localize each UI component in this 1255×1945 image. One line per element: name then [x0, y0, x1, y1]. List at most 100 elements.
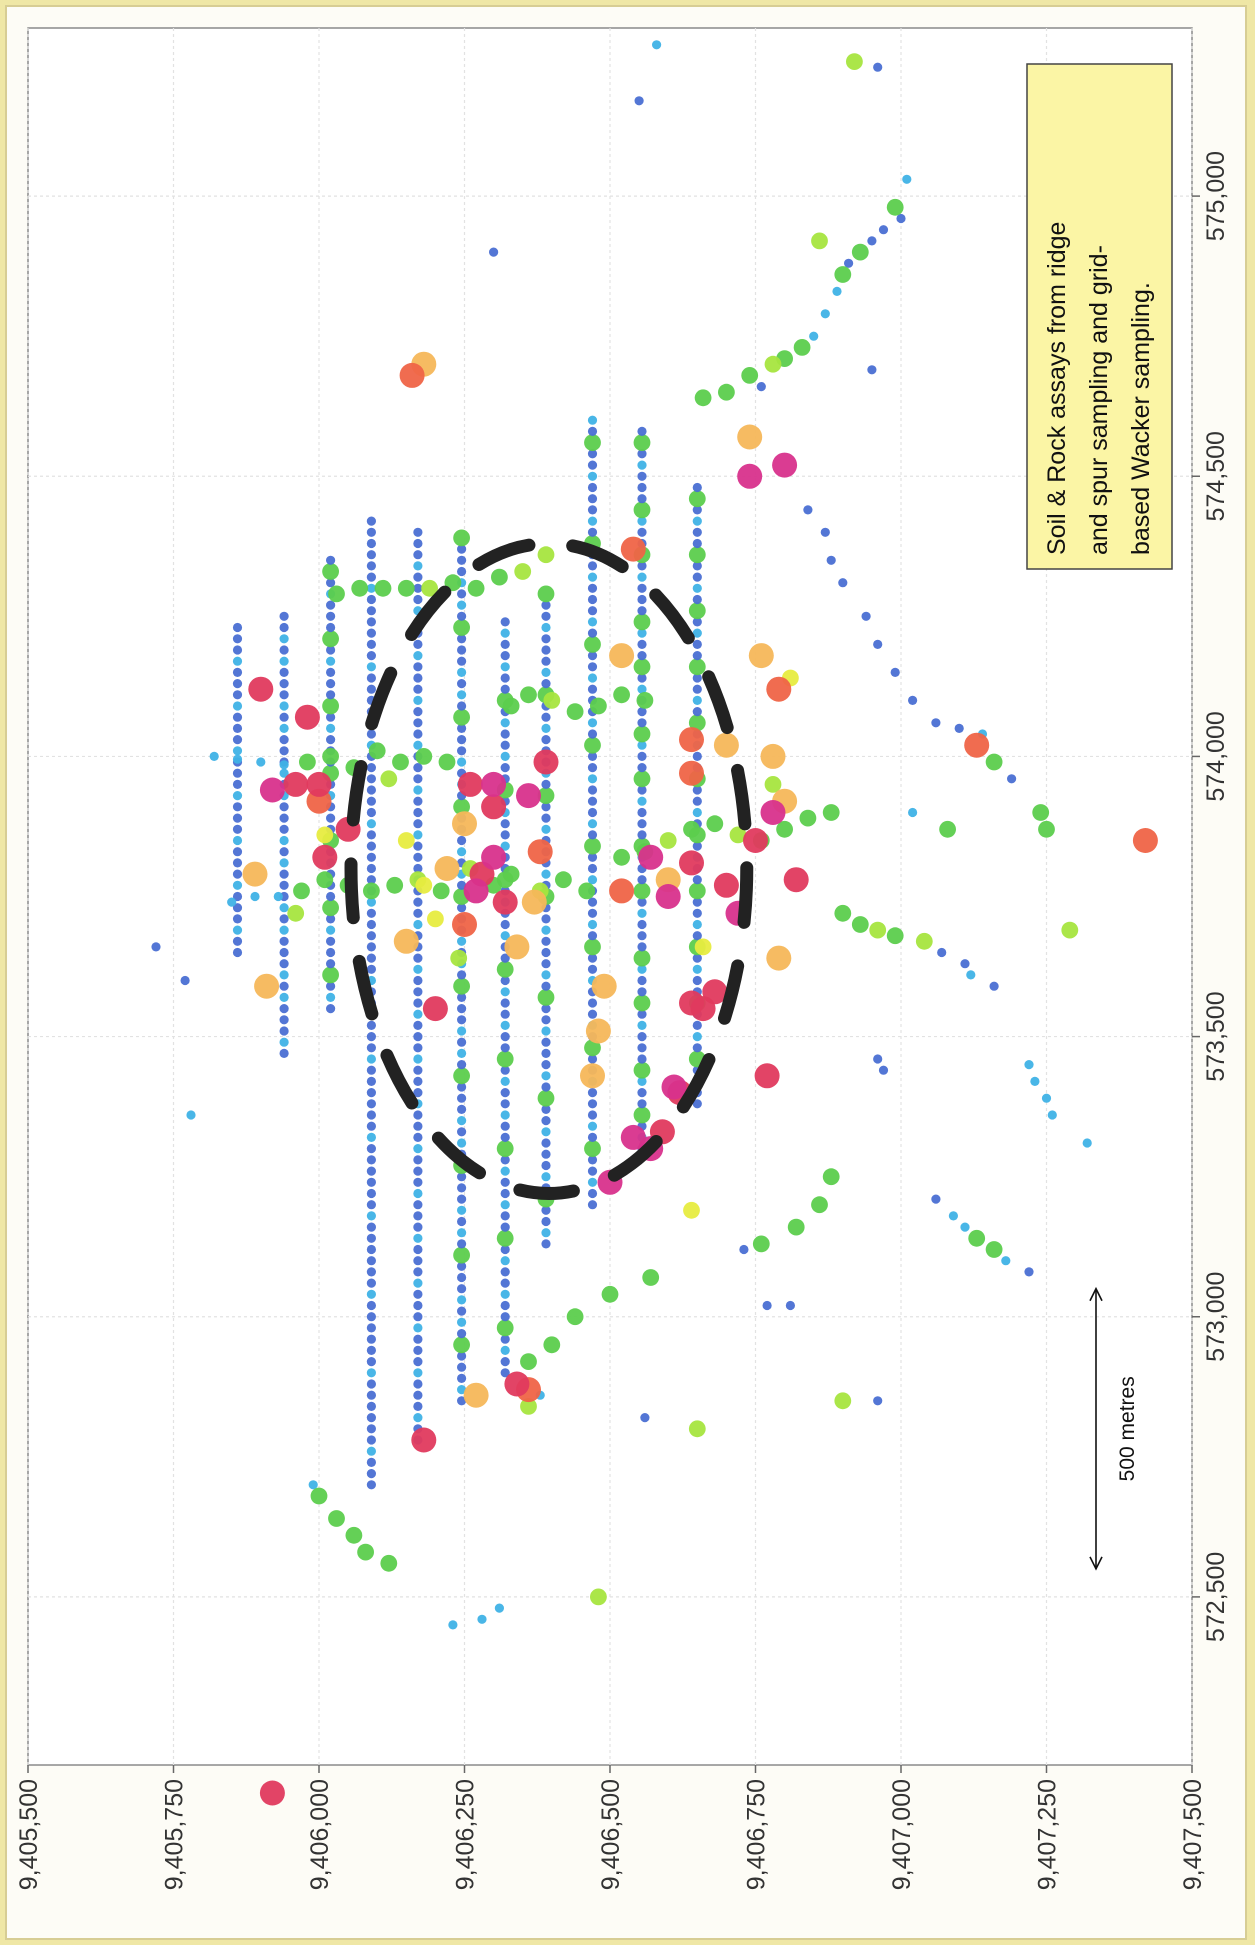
data-point [692, 953, 702, 963]
data-point [637, 751, 647, 762]
data-point [366, 1446, 376, 1456]
data-point [326, 611, 336, 621]
data-point [500, 1121, 510, 1131]
data-point [692, 561, 702, 571]
data-point [413, 1166, 423, 1176]
data-point [457, 992, 467, 1003]
data-point [587, 774, 598, 784]
data-point [637, 1099, 647, 1109]
data-point [489, 247, 499, 257]
data-point [366, 1278, 376, 1288]
data-point [500, 841, 510, 851]
data-point [737, 463, 763, 489]
data-point [637, 516, 647, 526]
data-point [613, 848, 630, 866]
data-point [326, 992, 336, 1003]
data-point [399, 362, 425, 388]
data-point [326, 656, 336, 666]
data-point [587, 594, 598, 605]
data-point [527, 839, 553, 865]
data-point [500, 1188, 510, 1199]
data-point [692, 684, 702, 694]
data-point [413, 561, 423, 571]
data-point [368, 742, 386, 760]
data-point [637, 628, 647, 638]
data-point [413, 1144, 423, 1154]
data-point [637, 964, 647, 974]
data-point [232, 936, 243, 946]
data-point [457, 600, 467, 610]
data-point [438, 753, 456, 771]
data-point [754, 1063, 780, 1089]
data-point [587, 1099, 598, 1109]
data-point [587, 426, 598, 436]
data-point [450, 949, 468, 967]
data-point [541, 1216, 551, 1227]
data-point [692, 919, 702, 930]
data-point [500, 740, 510, 750]
data-point [413, 527, 423, 537]
data-point [366, 662, 376, 672]
scale-bar-arrowhead [1089, 1556, 1103, 1571]
data-point [366, 774, 376, 784]
data-point [692, 964, 702, 974]
data-point [637, 471, 647, 481]
data-point [541, 1048, 551, 1058]
data-point [500, 953, 510, 963]
data-point [960, 1222, 970, 1232]
data-point [729, 826, 747, 844]
data-point [541, 645, 551, 655]
data-point [587, 1166, 598, 1176]
data-point [232, 754, 243, 764]
data-point [637, 1054, 647, 1064]
data-point [180, 975, 190, 986]
data-point [232, 880, 243, 890]
data-point [413, 1390, 423, 1400]
data-point [541, 667, 551, 678]
data-point [232, 690, 243, 700]
data-point [587, 684, 598, 694]
data-point [541, 925, 551, 935]
data-point [637, 785, 647, 795]
data-point [908, 807, 918, 818]
data-point [457, 1172, 467, 1182]
data-point [366, 1267, 376, 1277]
data-point [587, 1009, 598, 1019]
data-point [366, 1379, 376, 1389]
data-point [279, 824, 289, 834]
data-point [541, 981, 551, 991]
data-point [413, 830, 423, 840]
data-point [434, 856, 460, 881]
data-point [366, 1300, 376, 1311]
data-point [799, 809, 817, 827]
data-point [591, 973, 617, 999]
data-point [500, 1076, 510, 1086]
data-point [541, 1160, 551, 1171]
data-point [457, 1015, 467, 1025]
data-point [457, 634, 467, 644]
data-point [392, 753, 409, 771]
data-point [541, 970, 551, 980]
data-point [366, 606, 376, 616]
data-point [587, 796, 598, 806]
data-point [541, 1172, 551, 1182]
data-point [366, 763, 376, 773]
data-point [363, 882, 380, 900]
data-point [366, 819, 376, 829]
data-point [457, 1284, 467, 1294]
x-tick-label: 9,406,000 [306, 1779, 334, 1890]
data-point [457, 735, 467, 745]
data-point [326, 925, 336, 935]
data-point [584, 736, 601, 754]
data-point [397, 579, 415, 597]
data-point [743, 828, 768, 853]
data-point [521, 889, 547, 915]
data-point [637, 639, 647, 650]
data-point [279, 813, 289, 823]
data-point [457, 544, 467, 554]
data-point [232, 813, 243, 823]
data-point [413, 1110, 423, 1120]
data-point [413, 1233, 423, 1243]
data-point [584, 938, 601, 956]
